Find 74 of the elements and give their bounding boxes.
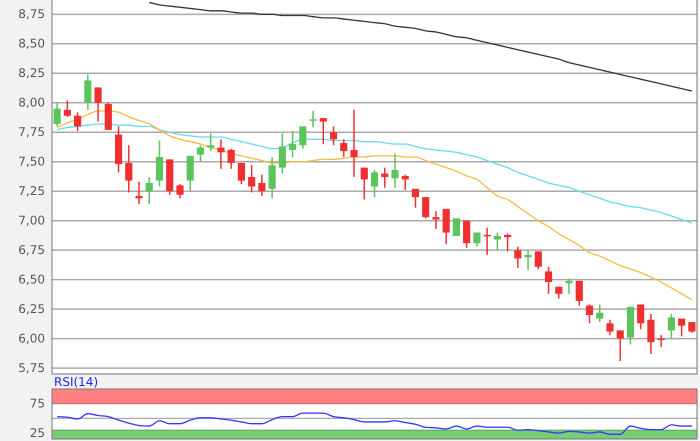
candlestick bbox=[494, 232, 501, 251]
line-series bbox=[56, 110, 693, 300]
candlestick bbox=[196, 144, 204, 162]
candlestick bbox=[514, 246, 522, 269]
candlestick bbox=[370, 169, 378, 198]
candlestick bbox=[217, 138, 225, 170]
candlestick bbox=[54, 102, 61, 128]
candlestick bbox=[330, 126, 338, 146]
candlestick bbox=[391, 152, 399, 188]
candlestick bbox=[422, 196, 430, 220]
candlestick bbox=[586, 304, 594, 324]
candlestick bbox=[473, 232, 480, 248]
candlestick bbox=[74, 111, 82, 132]
candlestick bbox=[544, 266, 552, 295]
candlestick bbox=[94, 86, 102, 122]
candlestick bbox=[688, 321, 696, 334]
y-tick-label: 8,25 bbox=[18, 66, 45, 80]
candlestick bbox=[412, 188, 420, 208]
candlestick bbox=[320, 117, 327, 145]
y-tick-label: 6,25 bbox=[18, 302, 45, 316]
candlestick bbox=[360, 166, 368, 200]
candlestick bbox=[606, 319, 614, 336]
y-tick-label: 5,75 bbox=[18, 360, 45, 375]
candlestick bbox=[484, 227, 491, 256]
candlestick bbox=[637, 304, 644, 330]
candlestick bbox=[146, 176, 153, 205]
y-tick-label: 7,25 bbox=[18, 184, 45, 198]
candlestick bbox=[381, 166, 388, 188]
candlestick bbox=[125, 144, 132, 194]
candlestick bbox=[524, 249, 532, 271]
candlestick bbox=[534, 250, 542, 270]
y-tick-label: 8,50 bbox=[18, 36, 45, 51]
y-tick-label: 7,00 bbox=[18, 214, 45, 228]
candlestick bbox=[176, 183, 184, 200]
candlestick bbox=[442, 208, 450, 246]
candlestick bbox=[668, 313, 675, 340]
y-tick-label: 6,75 bbox=[18, 243, 45, 258]
y-tick-label: 8,75 bbox=[18, 7, 45, 22]
candlestick bbox=[616, 330, 624, 362]
candlestick bbox=[432, 210, 440, 230]
candlestick bbox=[135, 181, 143, 205]
candlestick bbox=[678, 318, 686, 338]
candlestick bbox=[463, 220, 470, 249]
candlestick bbox=[156, 140, 164, 188]
candlestick bbox=[278, 132, 286, 174]
candlestick bbox=[555, 286, 562, 300]
line-series bbox=[148, 2, 693, 92]
candlestick bbox=[268, 156, 276, 200]
y-tick-label: 6,00 bbox=[18, 331, 45, 346]
line-series bbox=[56, 412, 693, 435]
candlestick bbox=[238, 162, 245, 185]
y-tick-label: 25 bbox=[30, 426, 45, 440]
y-tick-label: 8,00 bbox=[18, 96, 45, 110]
candlestick bbox=[248, 164, 256, 194]
candlestick bbox=[340, 138, 348, 158]
candlestick bbox=[64, 100, 71, 118]
candlestick bbox=[647, 313, 655, 355]
candlestick bbox=[84, 74, 92, 111]
y-tick-label: 7,50 bbox=[18, 154, 45, 169]
candlestick bbox=[658, 334, 665, 348]
candlestick bbox=[309, 110, 317, 128]
chart-title: RSI(14) bbox=[54, 375, 98, 389]
candlestick bbox=[289, 130, 296, 158]
y-tick-label: 7,75 bbox=[18, 125, 45, 140]
y-tick-label: 6,50 bbox=[18, 272, 45, 286]
y-tick-label: 75 bbox=[30, 396, 45, 411]
candlestick bbox=[576, 280, 583, 306]
candlestick bbox=[258, 174, 266, 197]
candlestick bbox=[402, 174, 409, 191]
candlestick bbox=[350, 109, 358, 178]
candlestick bbox=[596, 304, 604, 323]
candlestick bbox=[207, 132, 214, 152]
candlestick bbox=[228, 148, 235, 170]
candlestick bbox=[299, 126, 306, 150]
